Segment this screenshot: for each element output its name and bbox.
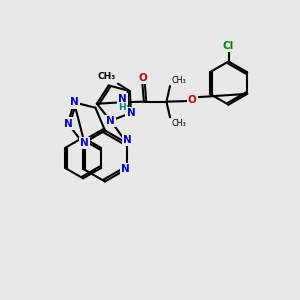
Text: N: N: [127, 108, 135, 118]
Text: N: N: [121, 164, 130, 174]
Text: N: N: [64, 118, 72, 128]
Text: N: N: [123, 135, 131, 145]
Text: N: N: [106, 116, 115, 126]
Text: H: H: [118, 103, 126, 112]
Text: N: N: [70, 98, 78, 107]
Text: CH₃: CH₃: [172, 76, 186, 85]
Text: N: N: [118, 94, 127, 104]
Text: CH₃: CH₃: [172, 119, 186, 128]
Text: Cl: Cl: [223, 41, 234, 51]
Text: CH₃: CH₃: [97, 72, 116, 81]
Text: O: O: [138, 73, 147, 83]
Text: O: O: [188, 95, 197, 106]
Text: N: N: [80, 138, 89, 148]
